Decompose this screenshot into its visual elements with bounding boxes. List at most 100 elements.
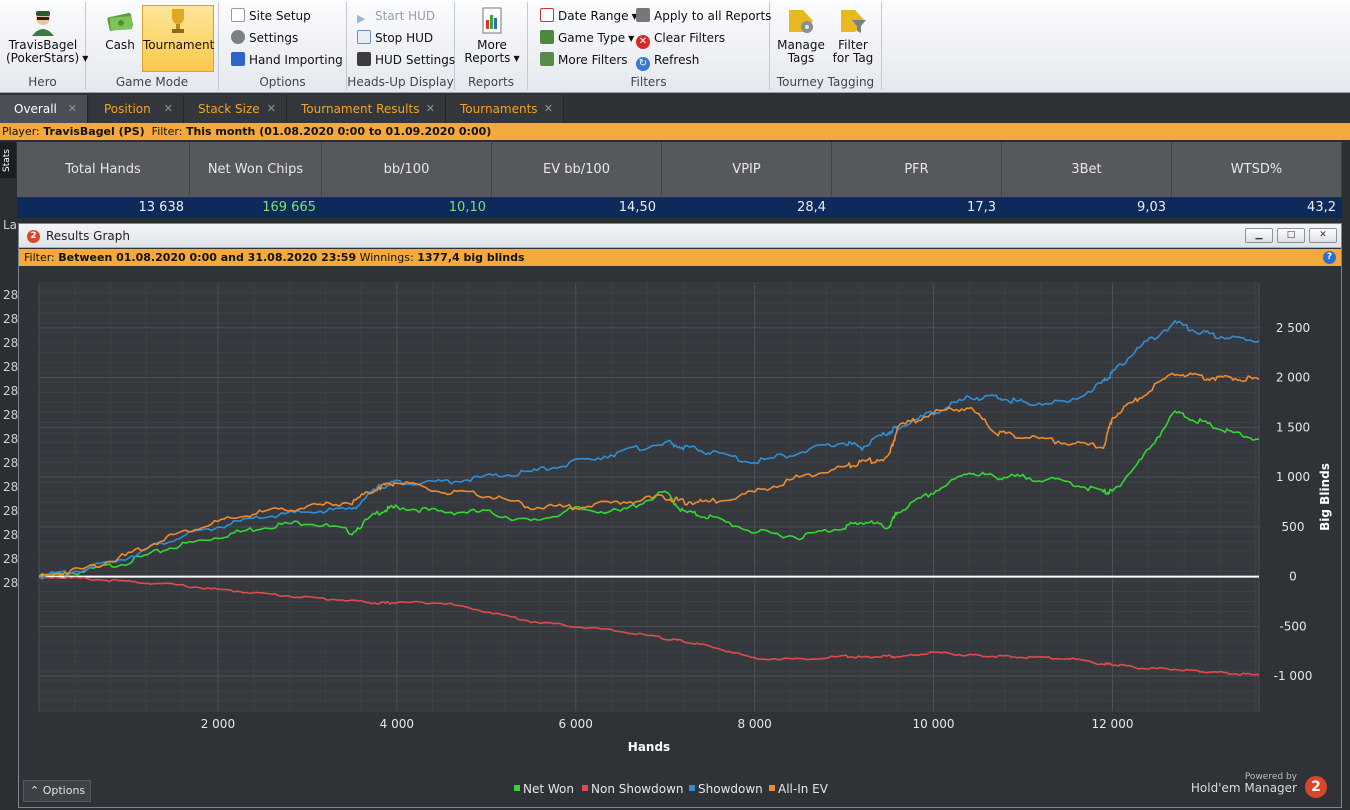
report-chart-icon xyxy=(482,7,502,34)
cards-icon xyxy=(540,30,554,44)
cash-button[interactable]: Cash xyxy=(98,6,142,72)
more-reports-button[interactable]: More Reports ▼ xyxy=(461,6,523,72)
legend-swatch xyxy=(514,785,520,791)
tourney-tagging-group: Manage Tags Filter for Tag Tourney Taggi… xyxy=(770,2,882,90)
stats-header-cell[interactable]: EV bb/100 xyxy=(492,142,662,197)
y-tick-label: -500 xyxy=(1279,619,1306,633)
close-icon[interactable]: ✕ xyxy=(67,102,77,115)
maximize-button[interactable]: □ xyxy=(1277,228,1305,243)
chevron-down-icon: ▼ xyxy=(631,12,638,21)
y-tick-label: 2 000 xyxy=(1276,371,1310,385)
manage-tags-button[interactable]: Manage Tags xyxy=(776,6,826,72)
close-icon[interactable]: ✕ xyxy=(163,102,173,115)
stats-value-cell: 14,50 xyxy=(618,200,656,215)
chevron-down-icon: ▼ xyxy=(82,54,89,63)
close-icon[interactable]: ✕ xyxy=(266,102,276,115)
stats-value-row: 13 638 169 665 10,10 14,50 28,4 17,3 9,03 43,2 xyxy=(17,198,1342,218)
minimize-button[interactable]: ▁ xyxy=(1245,228,1273,243)
site-setup-icon xyxy=(231,8,245,22)
stats-header-cell[interactable]: VPIP xyxy=(662,142,832,197)
background-list-item: 28 xyxy=(3,408,19,422)
settings-button[interactable]: Settings xyxy=(231,28,298,48)
game-mode-group: Cash Tournament Game Mode xyxy=(86,2,219,90)
cash-icon xyxy=(107,13,134,31)
results-graph-chart: 2 500 2 000 1 500 1 000 500 0 -500 -1 000 2 000 4… xyxy=(38,282,1332,796)
clear-filters-button[interactable]: ✕ Clear Filters xyxy=(636,28,725,49)
window-titlebar[interactable]: 2 Results Graph ▁ □ ✕ xyxy=(19,224,1341,248)
stats-header-row: Total Hands Net Won Chips bb/100 EV bb/100 V… xyxy=(17,142,1342,197)
tab-label: Position xyxy=(104,102,151,116)
stats-value-cell: 43,2 xyxy=(1307,200,1336,215)
player-label: Player: xyxy=(2,125,40,138)
stats-header-cell[interactable]: 3Bet xyxy=(1002,142,1172,197)
hud-settings-button[interactable]: HUD Settings xyxy=(357,50,455,70)
tab-stack-size[interactable]: Stack Size ✕ xyxy=(184,95,287,123)
stats-header-cell[interactable]: PFR xyxy=(832,142,1002,197)
series-line-net-won xyxy=(38,410,1260,578)
stats-header-cell[interactable]: Net Won Chips xyxy=(190,142,322,197)
more-filters-label: More Filters xyxy=(558,53,628,67)
legend-swatch xyxy=(689,785,695,791)
tournament-button[interactable]: Tournament xyxy=(142,5,214,72)
hero-site: (PokerStars) xyxy=(6,51,80,65)
tourney-tagging-group-label: Tourney Tagging xyxy=(776,75,875,89)
tab-position[interactable]: Position ✕ xyxy=(90,95,184,123)
more-filters-button[interactable]: More Filters xyxy=(540,50,628,70)
filter-for-tag-button[interactable]: Filter for Tag xyxy=(828,6,878,72)
background-list-item: 28 xyxy=(3,576,19,590)
stats-value-cell: 9,03 xyxy=(1137,200,1166,215)
help-icon[interactable]: ? xyxy=(1323,251,1336,264)
hud-settings-label: HUD Settings xyxy=(375,53,456,67)
hud-settings-icon xyxy=(357,52,371,66)
refresh-label: Refresh xyxy=(654,53,700,67)
hm-brand-logo-icon: 2 xyxy=(1305,776,1327,798)
site-setup-button[interactable]: Site Setup xyxy=(231,6,311,26)
maximize-icon: □ xyxy=(1286,230,1296,240)
graph-filter-label: Filter: xyxy=(24,251,55,264)
game-type-button[interactable]: Game Type ▼ xyxy=(540,28,634,48)
series-line-all-in-ev xyxy=(38,372,1260,578)
powered-by-label: Powered by xyxy=(1244,772,1297,782)
tab-overall[interactable]: Overall ✕ xyxy=(0,95,88,123)
apply-all-icon xyxy=(636,8,650,22)
x-tick-label: 6 000 xyxy=(559,717,593,731)
background-list-item: 28 xyxy=(3,312,19,326)
legend-swatch xyxy=(769,785,775,791)
hero-selector-button[interactable]: TravisBagel (PokerStars) ▼ xyxy=(6,6,88,72)
apply-all-label: Apply to all Reports xyxy=(654,9,772,23)
close-button[interactable]: ✕ xyxy=(1309,228,1337,243)
date-range-button[interactable]: Date Range ▼ xyxy=(540,6,638,26)
tab-tournaments[interactable]: Tournaments ✕ xyxy=(446,95,564,123)
y-tick-label: -1 000 xyxy=(1274,669,1313,683)
cash-label: Cash xyxy=(105,38,135,52)
x-tick-label: 12 000 xyxy=(1091,717,1133,731)
tab-tournament-results[interactable]: Tournament Results ✕ xyxy=(287,95,446,123)
apply-all-reports-button[interactable]: Apply to all Reports xyxy=(636,6,771,26)
hand-importing-button[interactable]: Hand Importing xyxy=(231,50,343,70)
background-list-item: La xyxy=(3,218,18,232)
background-list-item: 28 xyxy=(3,288,19,302)
stop-hud-label: Stop HUD xyxy=(375,31,434,45)
date-range-label: Date Range xyxy=(558,9,629,23)
brand-label: Hold'em Manager xyxy=(1190,781,1297,795)
refresh-button[interactable]: ↻ Refresh xyxy=(636,50,700,71)
close-icon[interactable]: ✕ xyxy=(425,102,435,115)
chevron-down-icon: ▼ xyxy=(513,54,520,63)
chevron-up-icon: ⌃ xyxy=(30,784,40,797)
import-arrow-icon xyxy=(231,52,245,66)
x-tick-label: 4 000 xyxy=(380,717,414,731)
background-list-item: 28 xyxy=(3,480,19,494)
chevron-down-icon: ▼ xyxy=(628,34,635,43)
stats-header-cell[interactable]: bb/100 xyxy=(322,142,492,197)
close-icon[interactable]: ✕ xyxy=(543,102,553,115)
options-button[interactable]: ⌃ Options xyxy=(23,780,91,802)
hero-group-label: Hero xyxy=(28,75,57,89)
start-hud-button[interactable]: ▶ Start HUD xyxy=(357,6,435,26)
stats-header-cell[interactable]: Total Hands xyxy=(17,142,190,197)
x-tick-label: 10 000 xyxy=(913,717,955,731)
stats-header-cell[interactable]: WTSD% xyxy=(1172,142,1342,197)
stop-hud-button[interactable]: Stop HUD xyxy=(357,28,433,48)
tag-filter-icon xyxy=(841,10,866,33)
close-icon: ✕ xyxy=(1319,230,1327,240)
stats-side-tab[interactable]: Stats xyxy=(0,142,16,178)
